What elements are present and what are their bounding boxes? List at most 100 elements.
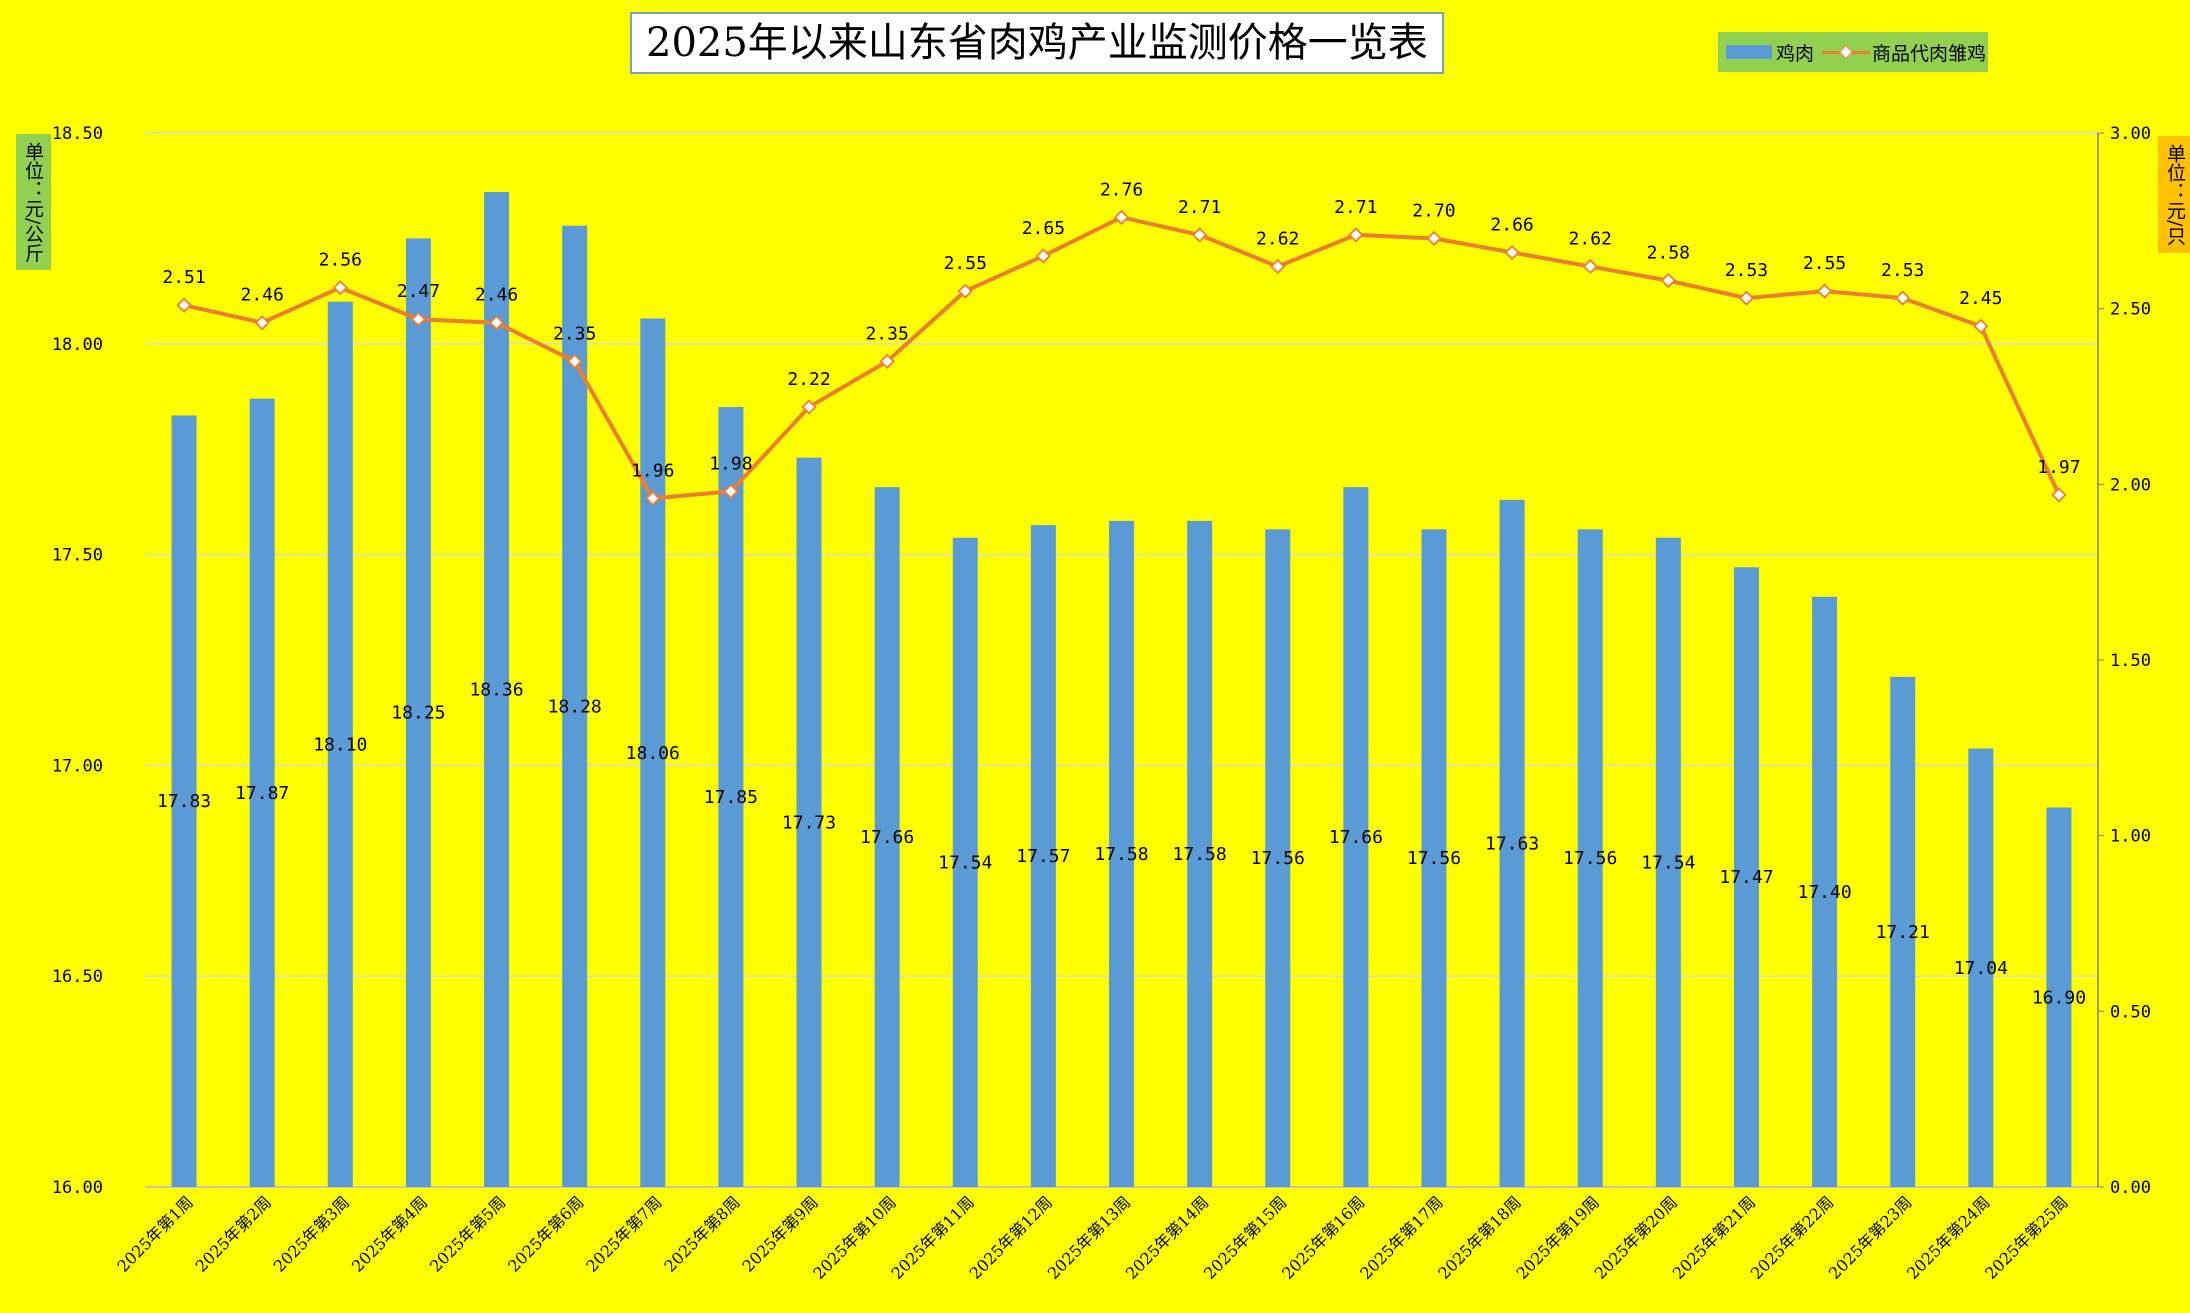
legend-entry-chick: 商品代肉雏鸡 [1822, 39, 1986, 66]
bar [2046, 807, 2072, 1187]
line-point [176, 297, 192, 313]
line-data-label: 2.22 [787, 369, 830, 390]
bar-data-label: 17.40 [1797, 882, 1851, 903]
bar [484, 192, 510, 1187]
bar-data-label: 17.21 [1876, 922, 1930, 943]
bar [1733, 567, 1759, 1187]
y-left-axis-label: 单位：元/公斤 [16, 134, 51, 271]
bar-data-label: 18.06 [626, 743, 680, 764]
line-data-label: 2.35 [865, 323, 908, 344]
line-point [723, 483, 739, 499]
bar [1109, 520, 1134, 1187]
line-point [1035, 248, 1052, 264]
bar [1421, 529, 1447, 1187]
x-tick-label: 2025年第6周 [504, 1192, 587, 1275]
bar [1890, 676, 1916, 1187]
legend-entry-chicken-meat: 鸡肉 [1726, 39, 1814, 66]
line-data-label: 2.46 [475, 285, 518, 306]
bar-data-label: 17.57 [1016, 846, 1070, 867]
y-left-tick-label: 18.50 [52, 124, 103, 144]
bar [1030, 525, 1056, 1187]
bar [1499, 499, 1525, 1187]
line-data-label: 2.62 [1569, 229, 1612, 250]
line-data-label: 1.96 [631, 460, 674, 481]
bar-data-label: 17.54 [1641, 852, 1695, 873]
line-point [1660, 272, 1676, 289]
line-data-label: 2.56 [319, 250, 362, 271]
line-data-label: 2.47 [397, 281, 440, 302]
bar-data-label: 18.10 [313, 734, 367, 755]
line-point [645, 490, 661, 507]
bar [640, 318, 666, 1187]
bar [952, 537, 978, 1187]
bar [1577, 529, 1603, 1187]
line-data-label: 1.98 [709, 453, 752, 474]
line-data-label: 2.35 [553, 323, 596, 344]
bar-data-label: 17.56 [1407, 848, 1461, 869]
bar-data-label: 18.25 [391, 703, 445, 724]
line-point [1816, 283, 1833, 299]
line-data-label: 2.46 [241, 285, 284, 306]
bar-data-label: 17.56 [1563, 848, 1617, 869]
x-tick-label: 2025年第3周 [270, 1192, 353, 1275]
y-left-tick-label: 16.00 [52, 1178, 103, 1198]
line-data-label: 2.66 [1490, 214, 1533, 235]
line-point [1348, 227, 1364, 243]
line-data-label: 2.71 [1178, 197, 1221, 218]
line-point [488, 315, 505, 331]
chart-title: 2025年以来山东省肉鸡产业监测价格一览表 [630, 12, 1444, 74]
y-left-tick-label: 18.00 [52, 335, 103, 355]
line-point [1738, 290, 1755, 306]
line-point [1191, 227, 1208, 243]
bar-data-label: 17.87 [235, 783, 289, 804]
bar [1265, 529, 1291, 1187]
y-right-tick-label: 1.00 [2110, 827, 2151, 847]
line-data-label: 2.70 [1412, 200, 1455, 221]
bar [171, 415, 197, 1188]
line-data-label: 2.58 [1647, 243, 1690, 264]
line-point [1113, 209, 1130, 225]
line-data-label: 2.65 [1022, 218, 1065, 239]
line-point [1270, 258, 1286, 275]
y-right-tick-label: 1.50 [2110, 651, 2151, 671]
line-point [801, 399, 817, 415]
line-point [1582, 258, 1598, 275]
line-point [1973, 318, 1989, 334]
bar-data-label: 17.66 [1329, 827, 1383, 848]
line-point [2051, 487, 2067, 503]
x-tick-label: 2025年第1周 [114, 1192, 197, 1275]
bar [249, 398, 275, 1187]
line-data-label: 2.45 [1959, 288, 2002, 309]
line-point [1895, 290, 1911, 306]
line-point [957, 283, 973, 299]
line-data-label: 2.53 [1725, 260, 1768, 281]
x-tick-label: 2025年第25周 [1981, 1192, 2072, 1283]
line-series-chick [183, 215, 2061, 501]
bar [796, 457, 822, 1187]
bar [327, 301, 353, 1187]
x-tick-label: 2025年第5周 [426, 1192, 509, 1275]
bar-data-label: 18.28 [548, 696, 602, 717]
line-data-label: 2.53 [1881, 260, 1924, 281]
bar [1812, 596, 1838, 1187]
y-right-tick-label: 2.00 [2110, 475, 2151, 495]
bar-data-label: 16.90 [2032, 987, 2086, 1008]
line-data-label: 2.51 [162, 267, 205, 288]
bar [1655, 537, 1681, 1187]
x-tick-label: 2025年第9周 [738, 1192, 821, 1275]
bar-data-label: 17.54 [938, 852, 992, 873]
y-right-tick-label: 0.50 [2110, 1002, 2151, 1022]
line-data-label: 2.71 [1334, 197, 1377, 218]
bar-data-label: 17.66 [860, 827, 914, 848]
bar-data-label: 17.56 [1251, 848, 1305, 869]
y-right-axis-label: 单位：元/只 [2158, 136, 2190, 254]
line-point [332, 279, 348, 296]
line-point [879, 353, 895, 370]
line-data-label: 1.97 [2037, 457, 2080, 478]
line-point [410, 311, 427, 327]
legend-label-chicken-meat: 鸡肉 [1776, 42, 1815, 65]
legend: 鸡肉 商品代肉雏鸡 [1718, 32, 1988, 72]
bar-data-label: 17.83 [157, 791, 211, 812]
x-tick-label: 2025年第2周 [192, 1192, 275, 1275]
